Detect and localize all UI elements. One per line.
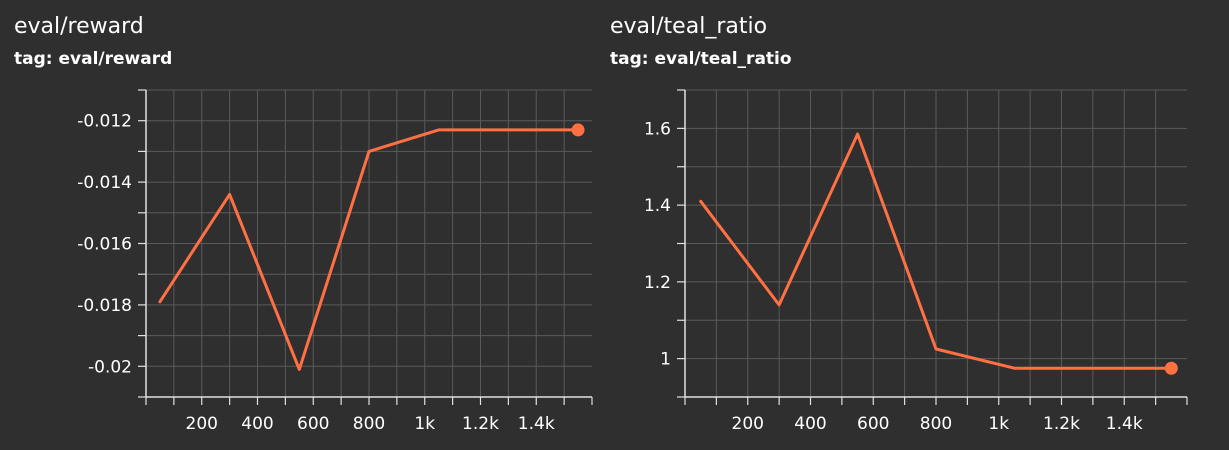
x-tick-label: 200	[186, 414, 218, 434]
y-tick-label: -0.012	[77, 112, 132, 132]
x-tick-label: 400	[241, 414, 273, 434]
x-tick-label: 1.4k	[1106, 414, 1143, 434]
series-line	[158, 128, 580, 371]
y-tick-label: -0.014	[77, 173, 132, 193]
chart-panel-eval-reward: eval/reward tag: eval/reward -0.02 -0.018…	[0, 0, 600, 450]
x-tick-label: 1.2k	[1043, 414, 1080, 434]
chart-title: eval/teal_ratio	[610, 14, 768, 39]
x-tick-label: 400	[794, 414, 826, 434]
y-tick-label: 1.6	[644, 119, 671, 139]
y-tick-label: 1.2	[644, 273, 671, 293]
x-tick-label: 800	[920, 414, 952, 434]
y-tick-label: -0.018	[77, 296, 132, 316]
x-tick-label: 1k	[988, 414, 1009, 434]
x-tick-label: 1.2k	[462, 414, 499, 434]
chart-tag: tag: eval/reward	[14, 49, 173, 69]
chart-title: eval/reward	[14, 14, 144, 39]
x-tick-label: 600	[297, 414, 329, 434]
chart-panel-eval-teal-ratio: eval/teal_ratio tag: eval/teal_ratio 1 1.…	[600, 0, 1229, 450]
series-line	[699, 132, 1173, 370]
x-tick-label: 600	[857, 414, 889, 434]
y-tick-label: 1.4	[644, 196, 671, 216]
reward-line-chart[interactable]: -0.02 -0.018 -0.016 -0.014 -0.012 200 400 600 80…	[0, 0, 600, 450]
y-tick-label: -0.02	[88, 357, 132, 377]
chart-tag: tag: eval/teal_ratio	[610, 49, 792, 69]
x-tick-label: 1.4k	[518, 414, 555, 434]
last-data-point	[1164, 361, 1178, 375]
x-tick-label: 200	[732, 414, 764, 434]
y-tick-label: 1	[660, 350, 671, 370]
x-tick-label: 800	[353, 414, 385, 434]
last-data-point	[571, 123, 585, 137]
x-tick-label: 1k	[414, 414, 435, 434]
y-tick-label: -0.016	[77, 235, 132, 255]
teal-ratio-line-chart[interactable]: 1 1.2 1.4 1.6 200 400 600 800 1k 1.2k 1.4k	[600, 0, 1229, 450]
